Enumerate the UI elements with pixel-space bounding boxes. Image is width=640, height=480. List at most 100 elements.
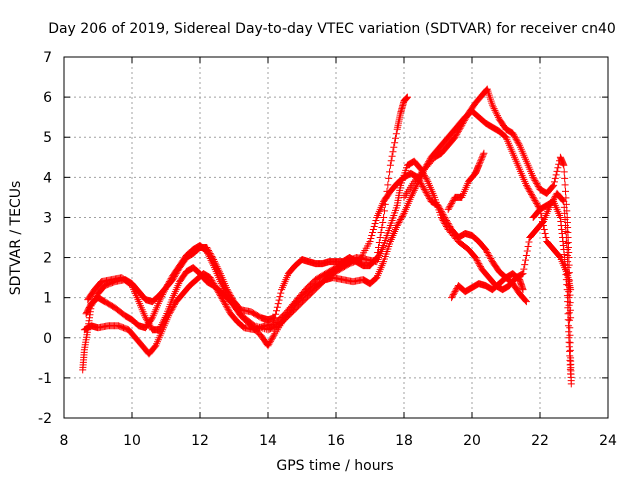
- data-point: [511, 134, 519, 142]
- y-tick-label: 1: [43, 291, 52, 307]
- data-point: [525, 238, 533, 246]
- data-point: [522, 256, 530, 264]
- data-point: [437, 207, 445, 215]
- data-point: [368, 231, 376, 239]
- x-tick-label: 12: [191, 433, 209, 449]
- data-point: [448, 198, 456, 206]
- x-tick-label: 20: [463, 433, 481, 449]
- data-point: [408, 192, 416, 200]
- data-point: [500, 132, 508, 140]
- data-point: [490, 105, 498, 113]
- data-point: [456, 124, 464, 132]
- data-point: [531, 196, 539, 204]
- data-point: [522, 181, 530, 189]
- data-point: [155, 326, 163, 334]
- data-point: [142, 314, 150, 322]
- data-point: [410, 186, 418, 194]
- data-point: [218, 281, 226, 289]
- data-point: [272, 310, 280, 318]
- data-point: [445, 204, 453, 212]
- data-point: [565, 254, 573, 262]
- data-point: [482, 246, 490, 254]
- data-point: [206, 274, 214, 282]
- data-point: [556, 253, 564, 261]
- data-point: [560, 161, 568, 169]
- data-point: [257, 324, 265, 332]
- data-point: [164, 281, 172, 289]
- data-point: [219, 283, 227, 291]
- data-point: [225, 307, 233, 315]
- data-point: [204, 249, 212, 257]
- series-track-e: [448, 270, 527, 302]
- data-point: [458, 121, 466, 129]
- data-point: [158, 320, 166, 328]
- data-point: [426, 194, 433, 202]
- data-point: [489, 103, 497, 111]
- data-point: [205, 253, 213, 261]
- data-point: [552, 171, 560, 179]
- data-point: [454, 127, 462, 135]
- data-point: [397, 214, 405, 222]
- data-point: [476, 261, 484, 269]
- data-point: [159, 317, 167, 325]
- data-point: [522, 297, 530, 305]
- data-point: [460, 118, 467, 126]
- data-point: [509, 129, 517, 137]
- data-point: [444, 219, 452, 227]
- data-point: [551, 174, 559, 182]
- data-point: [273, 307, 280, 315]
- data-point: [370, 222, 378, 230]
- data-point: [442, 215, 450, 223]
- data-point: [157, 294, 165, 302]
- data-point: [165, 278, 173, 286]
- data-point: [452, 286, 460, 294]
- data-point: [479, 152, 487, 160]
- data-point: [541, 229, 549, 237]
- data-point: [269, 333, 277, 341]
- data-point: [155, 298, 163, 306]
- data-point: [249, 321, 257, 329]
- data-point: [424, 191, 432, 199]
- data-point: [267, 336, 275, 344]
- data-point: [494, 113, 502, 121]
- data-point: [440, 212, 448, 220]
- data-point: [418, 181, 426, 189]
- data-point: [438, 209, 446, 217]
- x-tick-label: 8: [60, 433, 69, 449]
- data-point: [520, 265, 528, 273]
- data-point: [392, 134, 399, 142]
- data-point: [553, 167, 561, 175]
- data-point: [393, 221, 401, 229]
- data-point: [564, 304, 572, 312]
- plot-frame: [63, 56, 609, 419]
- x-tick-label: 10: [123, 433, 141, 449]
- y-tick-label: 7: [43, 50, 52, 66]
- data-point: [441, 213, 449, 221]
- data-point: [517, 271, 525, 279]
- data-point: [158, 292, 166, 300]
- data-point: [160, 315, 168, 323]
- data-point: [386, 161, 394, 169]
- data-point: [494, 112, 501, 120]
- data-point: [485, 252, 493, 260]
- data-point: [391, 139, 399, 147]
- data-point: [463, 112, 471, 120]
- data-point: [482, 247, 490, 255]
- data-point: [377, 228, 385, 236]
- data-point: [563, 286, 571, 294]
- data-point: [422, 174, 430, 182]
- data-point: [477, 263, 484, 271]
- data-point: [375, 239, 383, 247]
- data-point: [550, 178, 558, 186]
- data-point: [479, 151, 487, 159]
- data-point: [208, 258, 216, 266]
- data-point: [549, 198, 557, 206]
- data-point: [533, 181, 541, 189]
- data-point: [526, 187, 534, 195]
- data-point: [270, 331, 278, 339]
- data-point: [159, 289, 167, 297]
- data-point: [160, 287, 168, 295]
- data-point: [275, 296, 283, 304]
- data-point: [560, 168, 568, 176]
